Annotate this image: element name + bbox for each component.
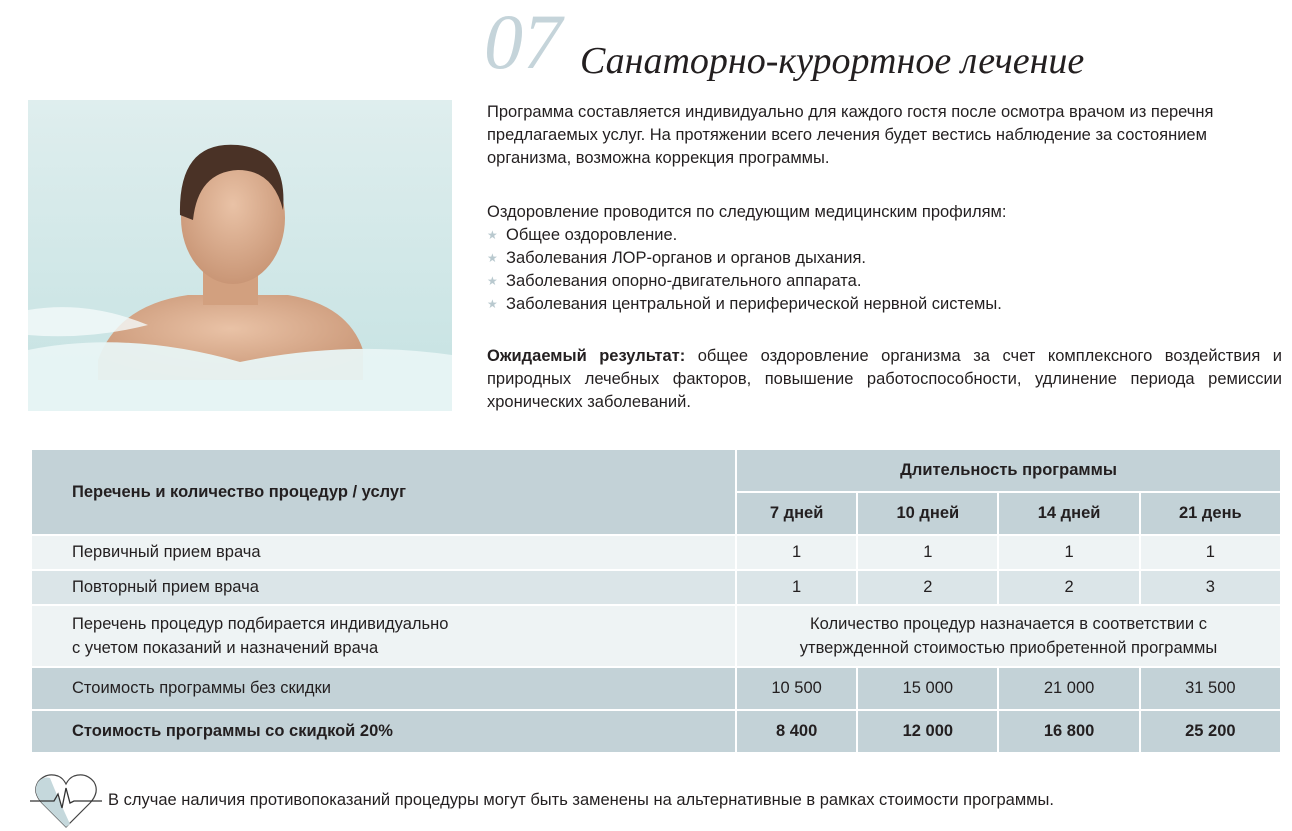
price-table: Перечень и количество процедур / услуг Д… [30, 448, 1283, 754]
footer-note: В случае наличия противопоказаний процед… [108, 791, 1054, 809]
star-icon: ★ [487, 251, 498, 265]
list-item: ★ Заболевания ЛОР-органов и органов дыхан… [487, 247, 1282, 270]
expected-result: Ожидаемый результат: общее оздоровление … [487, 345, 1282, 414]
profiles-section: Оздоровление проводится по следующим мед… [487, 201, 1282, 316]
spa-photo [28, 100, 452, 411]
result-label: Ожидаемый результат: [487, 347, 686, 365]
intro-paragraph: Программа составляется индивидуально для… [487, 103, 1214, 167]
star-icon: ★ [487, 274, 498, 288]
profiles-lead: Оздоровление проводится по следующим мед… [487, 203, 1007, 221]
table-row: Стоимость программы без скидки 10 500 15… [30, 666, 1283, 711]
table-row: Первичный прием врача 1 1 1 1 [30, 534, 1283, 571]
section-number: 07 [484, 0, 562, 85]
table-row: Стоимость программы со скидкой 20% 8 400… [30, 709, 1283, 754]
duration-14: 14 дней [997, 491, 1141, 536]
duration-21: 21 день [1138, 491, 1283, 536]
list-item: ★ Общее оздоровление. [487, 224, 1282, 247]
duration-header: Длительность программы [735, 448, 1282, 493]
list-item: ★ Заболевания центральной и периферическо… [487, 293, 1282, 316]
star-icon: ★ [487, 228, 498, 242]
table-row: Перечень процедур подбирается индивидуал… [30, 604, 1282, 668]
table-row: Повторный прием врача 1 2 2 3 [30, 569, 1283, 606]
profiles-list: ★ Общее оздоровление. ★ Заболевания ЛОР-ор… [487, 224, 1282, 316]
page-title: Санаторно-курортное лечение [580, 40, 1085, 82]
result-text: общее оздоровление организма за счет ком… [487, 347, 1282, 411]
list-item: ★ Заболевания опорно-двигательного аппара… [487, 270, 1282, 293]
star-icon: ★ [487, 297, 498, 311]
heart-pulse-icon [30, 774, 102, 828]
services-header: Перечень и количество процедур / услуг [30, 448, 737, 536]
duration-7: 7 дней [734, 491, 859, 536]
duration-10: 10 дней [856, 491, 1000, 536]
